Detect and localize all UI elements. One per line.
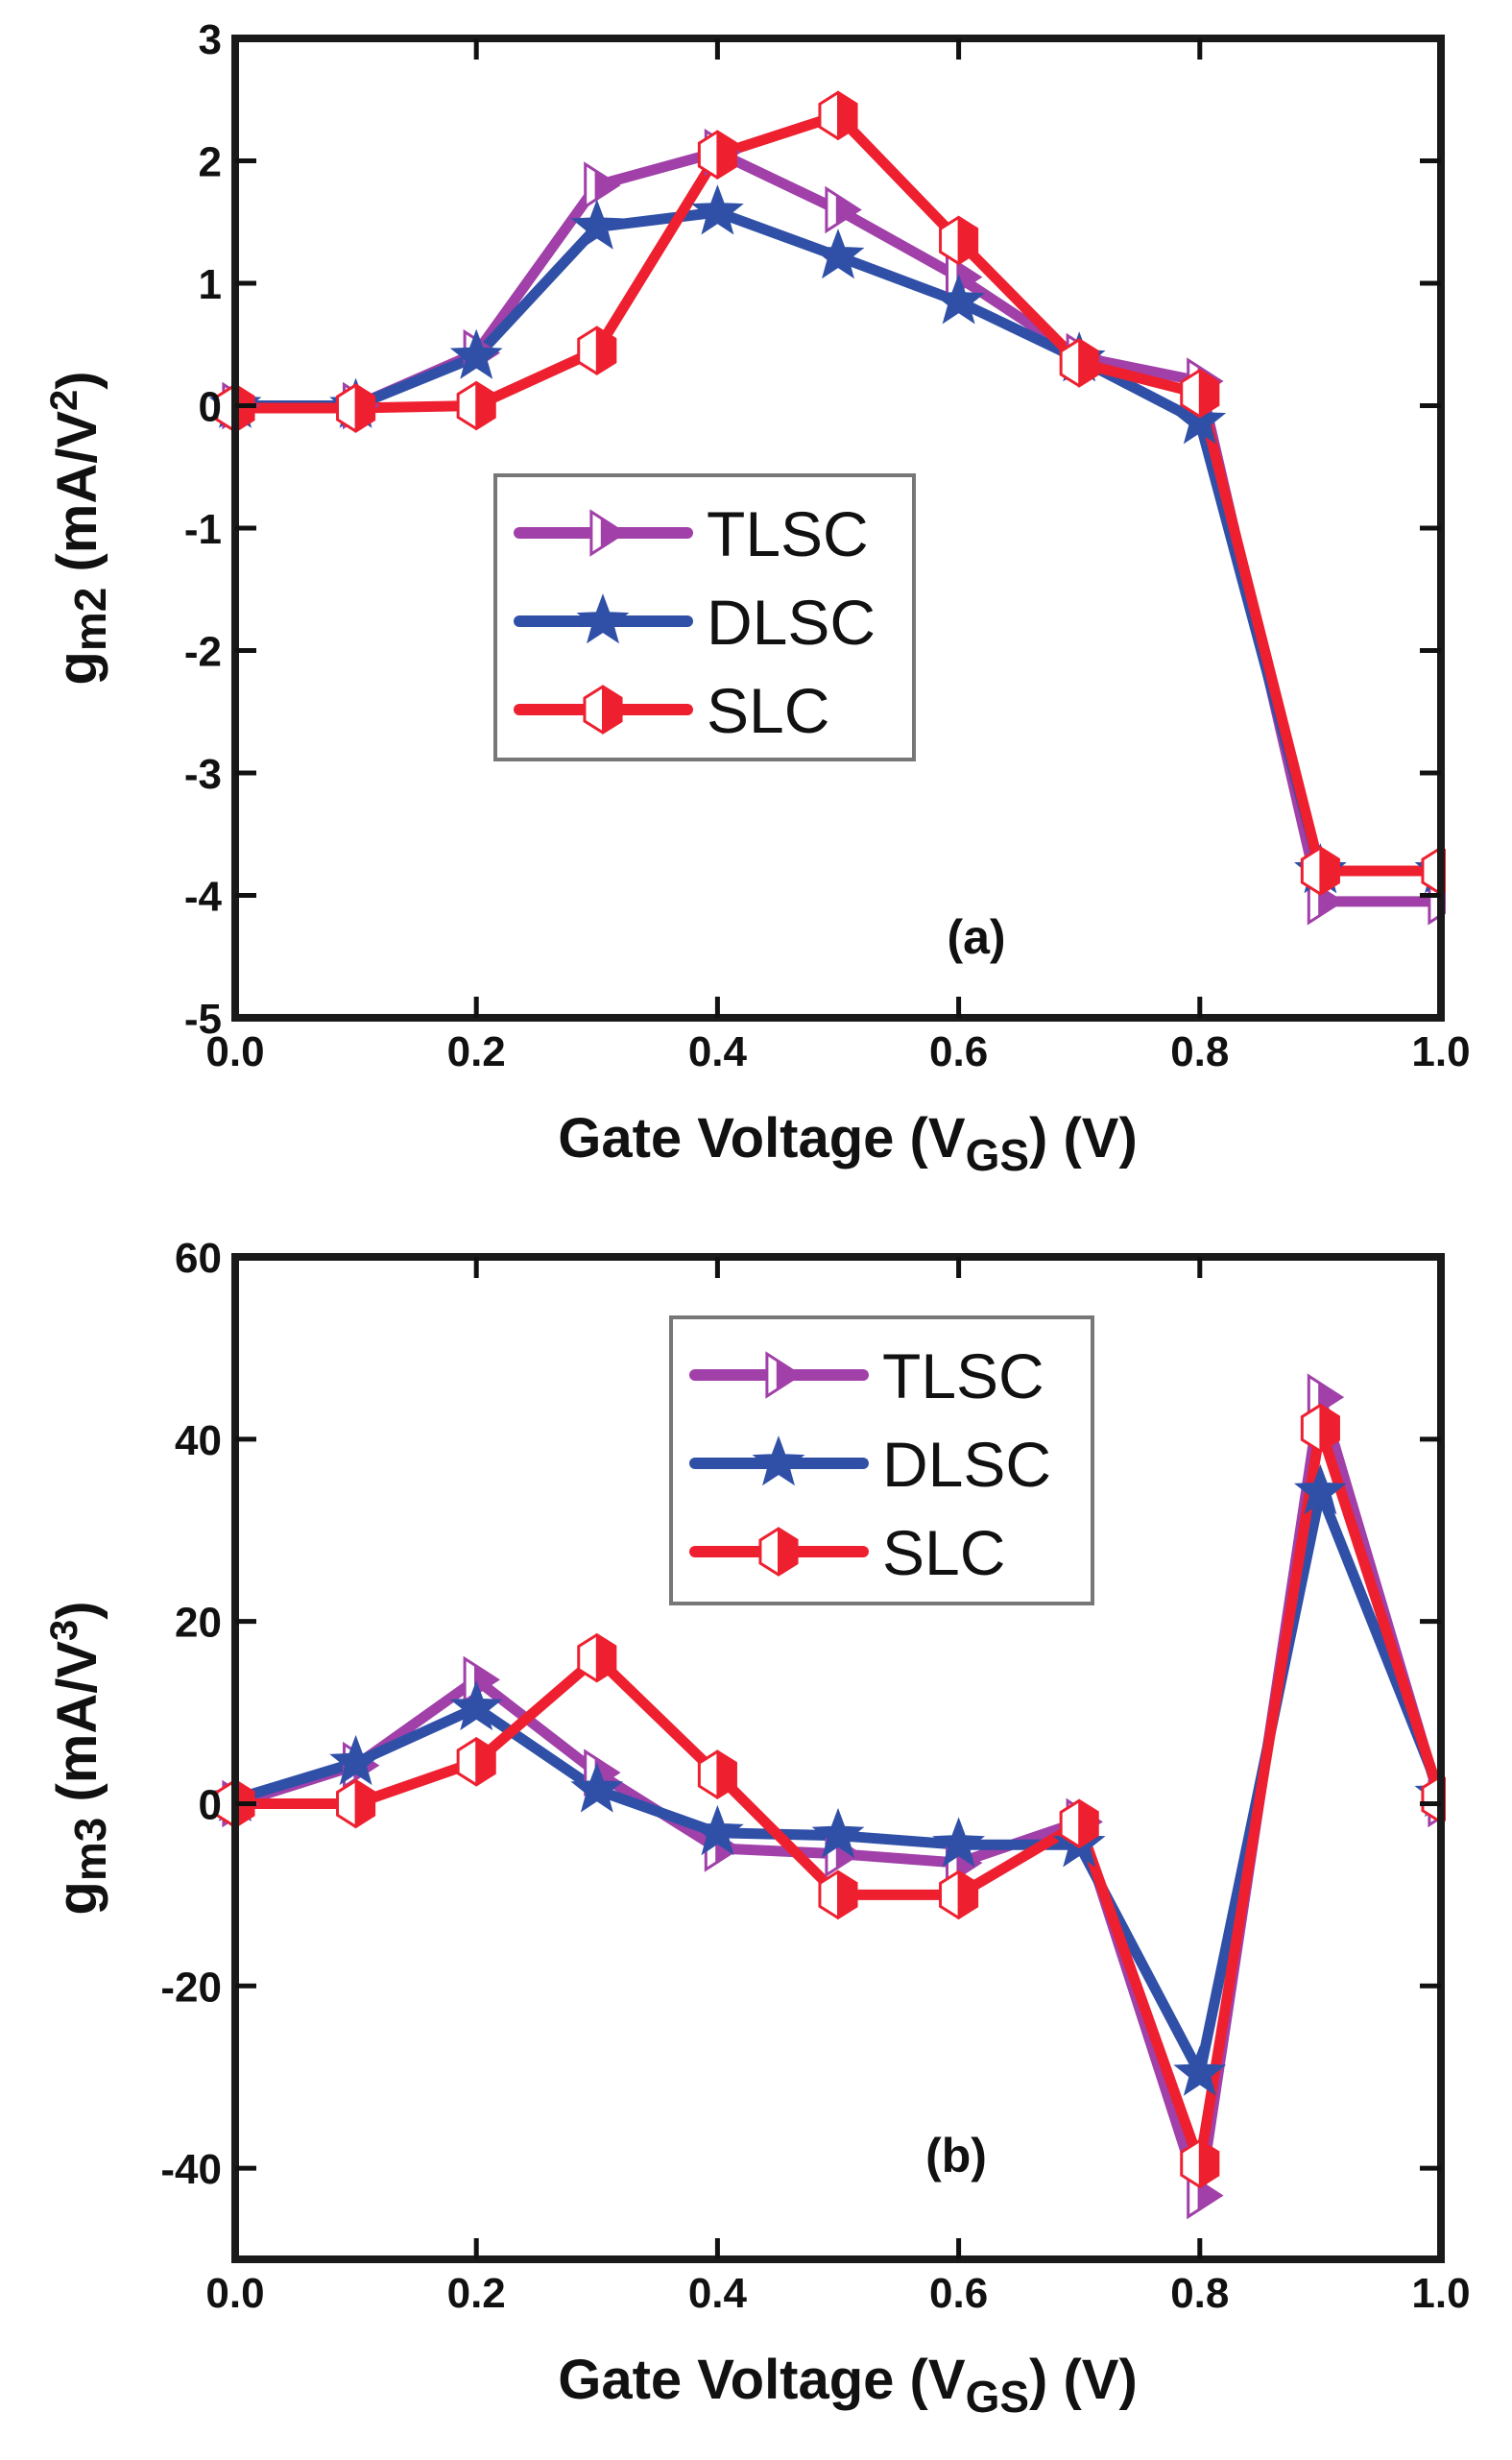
legend-label: TLSC bbox=[707, 498, 869, 569]
x-tick-label: 0.6 bbox=[929, 2270, 988, 2317]
legend-marker-icon bbox=[752, 1435, 805, 1486]
data-point-dlsc bbox=[932, 1817, 986, 1868]
x-tick-label: 0.8 bbox=[1170, 1028, 1229, 1075]
x-tick-label: 0.4 bbox=[688, 2270, 748, 2317]
data-point-slc bbox=[1300, 1403, 1340, 1454]
chart-panel-a: 0.0 0.2 0.4 0.6 0.8 1.0 3 2 1 0 -1 -2 -3 -4 -5 Gate Vol… bbox=[43, 0, 1512, 1180]
data-point-dlsc bbox=[449, 1679, 503, 1731]
data-point-slc bbox=[1300, 846, 1340, 896]
y-tick-label: -1 bbox=[184, 506, 222, 553]
x-tick-label: 1.0 bbox=[1411, 1028, 1470, 1075]
legend-label: DLSC bbox=[882, 1429, 1051, 1500]
data-point-dlsc bbox=[690, 1804, 744, 1856]
y-tick-label: 60 bbox=[175, 1235, 222, 1282]
data-point-slc bbox=[577, 1632, 617, 1683]
clip-mask bbox=[1446, 0, 1512, 1056]
data-point-dlsc bbox=[1293, 1464, 1347, 1515]
data-point-slc bbox=[1059, 338, 1099, 388]
y-tick-label: 1 bbox=[199, 261, 222, 308]
legend-marker-icon bbox=[589, 509, 627, 557]
y-tick-label: 3 bbox=[199, 16, 222, 63]
legend-item-dlsc: DLSC bbox=[689, 1429, 1051, 1500]
series-group bbox=[208, 90, 1468, 926]
data-point-dlsc bbox=[690, 184, 744, 235]
data-point-tlsc bbox=[825, 185, 862, 234]
x-tick-label: 0.6 bbox=[929, 1028, 988, 1075]
x-tick-label: 0.2 bbox=[447, 2270, 506, 2317]
y-tick-label: -40 bbox=[160, 2146, 222, 2193]
x-tick-label: 1.0 bbox=[1411, 2270, 1470, 2317]
data-point-dlsc bbox=[1173, 2045, 1227, 2096]
data-point-dlsc bbox=[570, 1762, 624, 1813]
data-point-dlsc bbox=[1173, 394, 1227, 445]
legend-item-tlsc: TLSC bbox=[689, 1340, 1044, 1411]
chart-panel-b: 0.0 0.2 0.4 0.6 0.8 1.0 60 40 20 0 -20 -40 Gate Volt… bbox=[43, 1218, 1512, 2422]
legend: TLSC DLSC SLC bbox=[493, 473, 916, 761]
legend-item-slc: SLC bbox=[514, 675, 829, 746]
plot-frame bbox=[231, 1253, 1445, 2263]
data-point-slc bbox=[1180, 368, 1220, 419]
x-tick-label: 0.2 bbox=[447, 1028, 506, 1075]
panel-label: (a) bbox=[947, 910, 1005, 964]
y-tick-label: -5 bbox=[184, 996, 222, 1043]
data-point-dlsc bbox=[570, 199, 624, 250]
legend: TLSC DLSC SLC bbox=[669, 1315, 1094, 1605]
data-point-slc bbox=[697, 130, 737, 180]
y-axis-label: gm3 (mA/V3) bbox=[43, 1601, 115, 1915]
data-point-slc bbox=[1059, 1798, 1099, 1849]
panel-label: (b) bbox=[925, 2129, 987, 2183]
data-point-slc bbox=[577, 326, 617, 375]
data-point-slc bbox=[939, 215, 979, 266]
x-tick-label: 0.0 bbox=[205, 2270, 264, 2317]
series-group bbox=[208, 1373, 1468, 2220]
y-tick-label: 0 bbox=[199, 384, 222, 431]
y-tick-label: -3 bbox=[184, 751, 222, 798]
data-point-slc bbox=[818, 1869, 858, 1920]
x-tick-label: 0.4 bbox=[688, 1028, 748, 1075]
legend-item-slc: SLC bbox=[689, 1517, 1005, 1588]
data-point-dlsc bbox=[932, 274, 986, 325]
y-tick-label: -2 bbox=[184, 629, 222, 676]
data-point-slc bbox=[456, 1736, 496, 1787]
data-point-tlsc bbox=[584, 161, 621, 209]
data-point-slc bbox=[818, 90, 858, 141]
legend-marker-icon bbox=[765, 1351, 803, 1399]
x-axis-label: Gate Voltage (VGS) (V) bbox=[558, 1107, 1138, 1180]
legend-marker-icon bbox=[576, 593, 630, 644]
legend-item-tlsc: TLSC bbox=[514, 498, 869, 569]
y-tick-label: 40 bbox=[175, 1417, 222, 1464]
x-tick-label: 0.0 bbox=[205, 1028, 264, 1075]
x-axis-label: Gate Voltage (VGS) (V) bbox=[558, 2349, 1138, 2422]
y-axis-label: gm2 (mA/V2) bbox=[43, 371, 115, 685]
data-point-slc bbox=[336, 1778, 376, 1829]
legend-marker-icon bbox=[758, 1527, 799, 1577]
legend-label: SLC bbox=[707, 675, 829, 746]
legend-item-dlsc: DLSC bbox=[514, 587, 876, 658]
y-tick-label: -20 bbox=[160, 1964, 222, 2011]
data-point-dlsc bbox=[329, 1734, 383, 1786]
clip-mask bbox=[1446, 1218, 1512, 2298]
data-point-slc bbox=[1180, 2138, 1220, 2189]
x-tick-label: 0.8 bbox=[1170, 2270, 1229, 2317]
y-tick-label: 20 bbox=[175, 1600, 222, 1647]
y-tick-label: 2 bbox=[199, 139, 222, 186]
y-tick-label: 0 bbox=[199, 1781, 222, 1828]
data-point-slc bbox=[697, 1749, 737, 1799]
legend-label: TLSC bbox=[882, 1340, 1044, 1411]
legend-label: DLSC bbox=[707, 587, 876, 658]
data-point-dlsc bbox=[811, 229, 865, 279]
data-point-slc bbox=[336, 383, 376, 433]
data-point-dlsc bbox=[811, 1807, 865, 1859]
data-point-slc bbox=[939, 1869, 979, 1920]
data-point-dlsc bbox=[449, 328, 503, 379]
legend-marker-icon bbox=[583, 685, 623, 735]
legend-label: SLC bbox=[882, 1517, 1005, 1588]
y-tick-label: -4 bbox=[184, 874, 223, 921]
data-point-slc bbox=[456, 380, 496, 431]
